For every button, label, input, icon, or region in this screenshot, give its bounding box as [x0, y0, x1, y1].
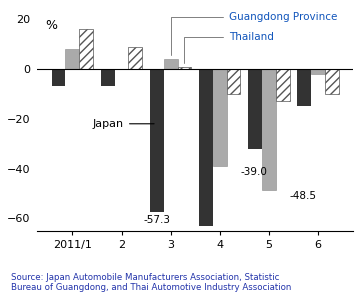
Bar	[276, 69, 289, 101]
Bar	[297, 69, 311, 106]
Bar	[311, 69, 325, 74]
Bar	[213, 69, 227, 166]
Text: Guangdong Province: Guangdong Province	[171, 12, 337, 55]
Bar	[150, 69, 164, 212]
Text: Source: Japan Automobile Manufacturers Association, Statistic
Bureau of Guangdon: Source: Japan Automobile Manufacturers A…	[11, 273, 291, 292]
Bar	[199, 69, 213, 226]
Text: -39.0: -39.0	[240, 167, 267, 177]
Text: Thailand: Thailand	[184, 32, 274, 63]
Bar	[52, 69, 66, 86]
Text: %: %	[45, 19, 57, 32]
Bar	[101, 69, 114, 86]
Bar	[129, 47, 142, 69]
Bar	[227, 69, 240, 94]
Text: Japan: Japan	[93, 119, 154, 129]
Bar	[164, 59, 177, 69]
Bar	[177, 67, 191, 69]
Text: -48.5: -48.5	[289, 191, 316, 201]
Bar	[325, 69, 339, 94]
Bar	[66, 49, 79, 69]
Bar	[79, 29, 93, 69]
Bar	[262, 69, 276, 190]
Text: -57.3: -57.3	[143, 215, 170, 225]
Bar	[248, 69, 262, 149]
